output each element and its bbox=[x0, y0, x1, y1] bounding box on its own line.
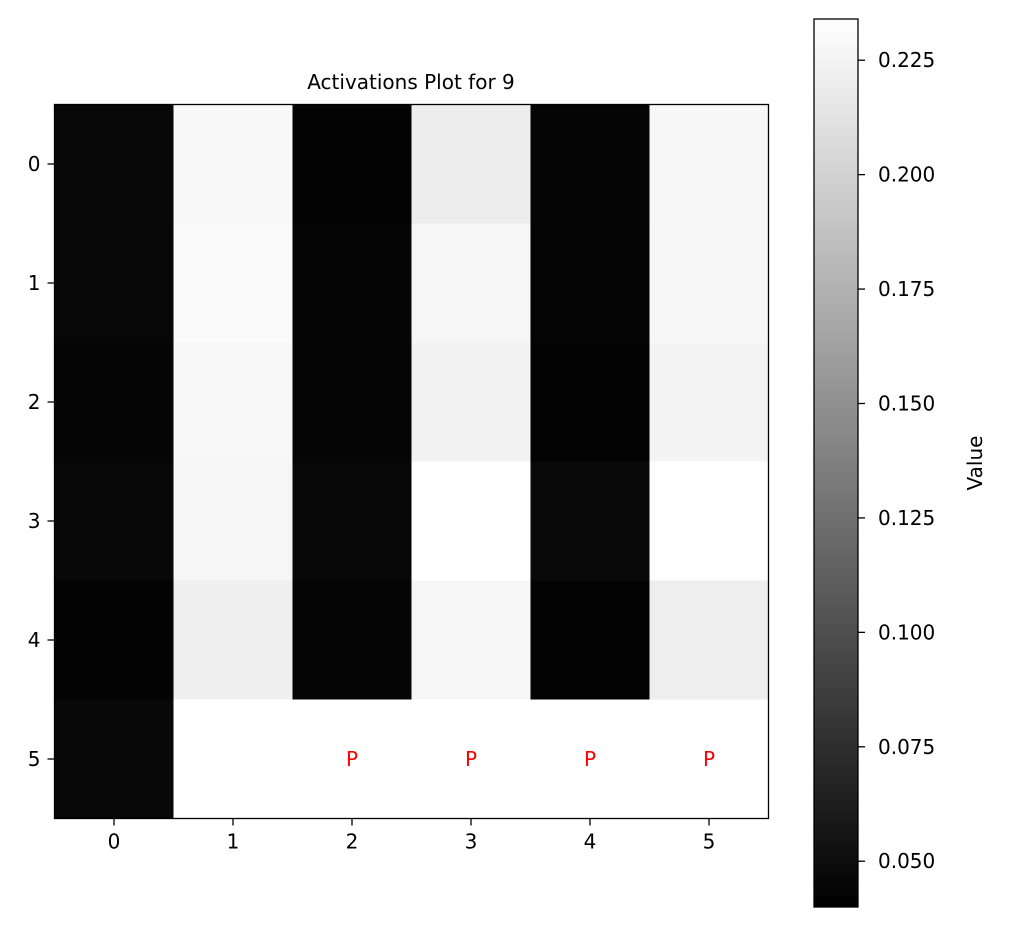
heatmap-cell-r4-c2 bbox=[292, 580, 412, 700]
colorbar-tick-label-0: 0.050 bbox=[878, 849, 935, 873]
heatmap-cell-r1-c5 bbox=[649, 223, 769, 343]
heatmap-cell-r1-c0 bbox=[54, 223, 174, 343]
colorbar-axis: 0.050 0.075 0.100 0.125 0.150 0.175 0.200 0.225 bbox=[858, 48, 935, 873]
heatmap-cell-r4-c1 bbox=[173, 580, 293, 700]
heatmap-cell-r1-c4 bbox=[530, 223, 650, 343]
heatmap-cell-r0-c1 bbox=[173, 104, 293, 224]
colorbar-tick-label-2: 0.100 bbox=[878, 620, 935, 644]
heatmap-cell-r0-c2 bbox=[292, 104, 412, 224]
heatmap-cells bbox=[54, 104, 769, 819]
heatmap-cell-r5-c5 bbox=[649, 699, 769, 819]
heatmap-cell-r2-c5 bbox=[649, 342, 769, 462]
chart-title: Activations Plot for 9 bbox=[307, 70, 515, 94]
colorbar-label: Value bbox=[963, 436, 987, 491]
heatmap-cell-r2-c2 bbox=[292, 342, 412, 462]
heatmap-cell-r1-c2 bbox=[292, 223, 412, 343]
x-axis: 0 1 2 3 4 5 bbox=[108, 818, 716, 854]
heatmap-cell-r3-c4 bbox=[530, 461, 650, 581]
annotation-r5-c4: P bbox=[584, 747, 596, 771]
heatmap-cell-r0-c4 bbox=[530, 104, 650, 224]
heatmap-cell-r3-c2 bbox=[292, 461, 412, 581]
y-tick-label-3: 3 bbox=[28, 509, 41, 533]
heatmap-cell-r5-c2 bbox=[292, 699, 412, 819]
colorbar-tick-label-6: 0.200 bbox=[878, 163, 935, 187]
heatmap-cell-r5-c4 bbox=[530, 699, 650, 819]
colorbar-tick-label-7: 0.225 bbox=[878, 48, 935, 72]
annotation-r5-c2: P bbox=[346, 747, 358, 771]
heatmap-cell-r1-c3 bbox=[411, 223, 531, 343]
heatmap-cell-r4-c4 bbox=[530, 580, 650, 700]
heatmap-cell-r3-c1 bbox=[173, 461, 293, 581]
heatmap-cell-r4-c5 bbox=[649, 580, 769, 700]
heatmap-cell-r3-c0 bbox=[54, 461, 174, 581]
heatmap-cell-r2-c0 bbox=[54, 342, 174, 462]
heatmap-cell-r0-c0 bbox=[54, 104, 174, 224]
colorbar-tick-label-3: 0.125 bbox=[878, 506, 935, 530]
heatmap-cell-r5-c0 bbox=[54, 699, 174, 819]
y-tick-label-1: 1 bbox=[28, 271, 41, 295]
heatmap-cell-r5-c3 bbox=[411, 699, 531, 819]
heatmap-cell-r2-c4 bbox=[530, 342, 650, 462]
heatmap-cell-r4-c0 bbox=[54, 580, 174, 700]
annotation-r5-c5: P bbox=[703, 747, 715, 771]
y-tick-label-2: 2 bbox=[28, 390, 41, 414]
plot-frame bbox=[53, 103, 770, 820]
x-tick-label-1: 1 bbox=[227, 830, 240, 854]
annotation-r5-c3: P bbox=[465, 747, 477, 771]
y-tick-label-4: 4 bbox=[28, 628, 41, 652]
x-tick-label-5: 5 bbox=[703, 830, 716, 854]
x-tick-label-2: 2 bbox=[346, 830, 359, 854]
heatmap-cell-r3-c5 bbox=[649, 461, 769, 581]
y-tick-label-0: 0 bbox=[28, 152, 41, 176]
colorbar bbox=[813, 18, 859, 908]
heatmap-cell-r2-c3 bbox=[411, 342, 531, 462]
heatmap-cell-r5-c1 bbox=[173, 699, 293, 819]
heatmap-cell-r2-c1 bbox=[173, 342, 293, 462]
x-tick-label-4: 4 bbox=[584, 830, 597, 854]
colorbar-tick-label-5: 0.175 bbox=[878, 277, 935, 301]
colorbar-tick-label-4: 0.150 bbox=[878, 391, 935, 415]
y-tick-label-5: 5 bbox=[28, 747, 41, 771]
heatmap-cell-r1-c1 bbox=[173, 223, 293, 343]
y-axis: 0 1 2 3 4 5 bbox=[28, 152, 55, 771]
heatmap-cell-r0-c5 bbox=[649, 104, 769, 224]
heatmap-cell-r4-c3 bbox=[411, 580, 531, 700]
heatmap-cell-r0-c3 bbox=[411, 104, 531, 224]
x-tick-label-0: 0 bbox=[108, 830, 121, 854]
heatmap-cell-r3-c3 bbox=[411, 461, 531, 581]
colorbar-tick-label-1: 0.075 bbox=[878, 735, 935, 759]
x-tick-label-3: 3 bbox=[465, 830, 478, 854]
